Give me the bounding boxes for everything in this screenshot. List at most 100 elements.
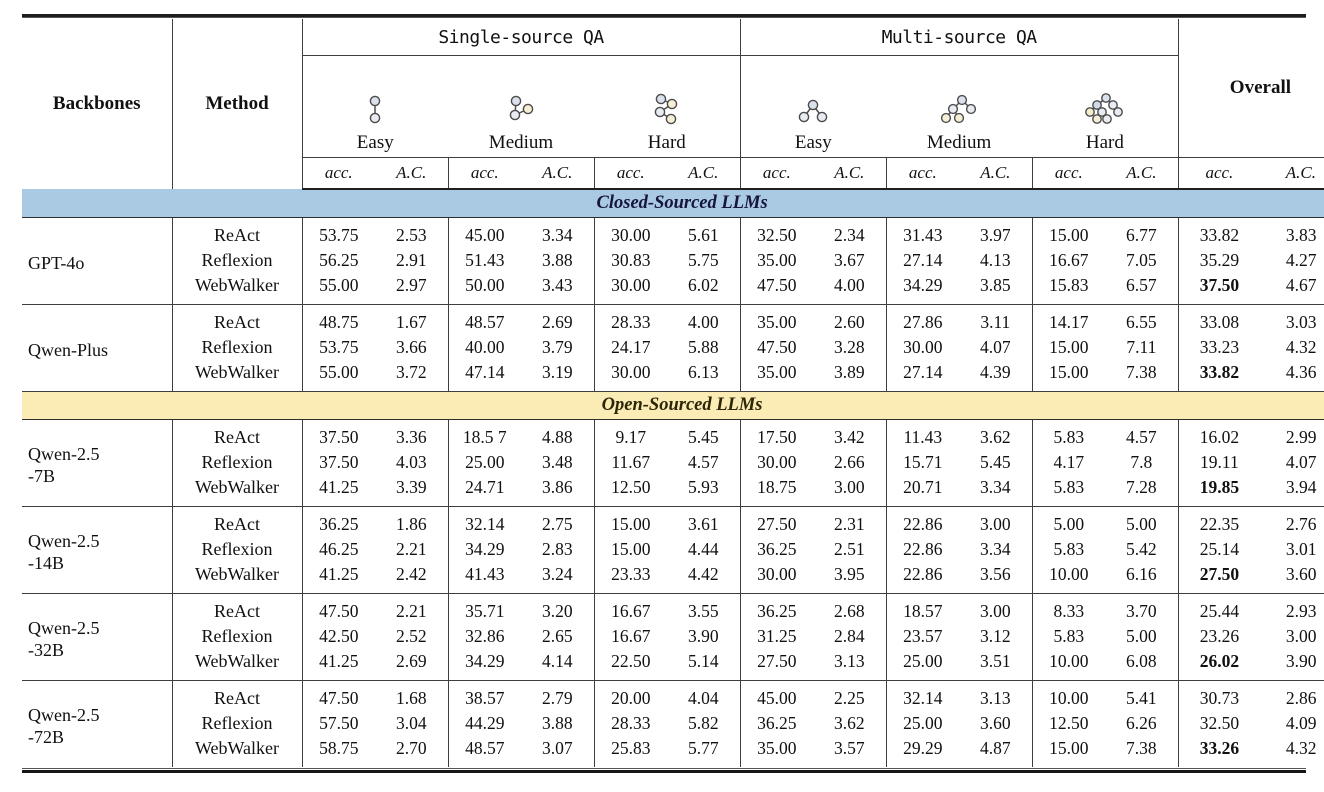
value-cell: 5.75 (687, 250, 719, 270)
multi-hard-column-header: Hard (1032, 55, 1179, 158)
value-cell: 55.00 (301, 360, 375, 392)
multi-hard-tree-8-nodes-icon (1032, 93, 1178, 127)
value-cell: 2.70 (395, 738, 427, 758)
value-cell: 2.69 (375, 649, 448, 681)
value-cell: 5.83 (1031, 419, 1106, 450)
value-cell: 3.51 (959, 649, 1033, 681)
value-cell: 2.65 (541, 626, 573, 646)
value-cell: 3.89 (813, 360, 887, 392)
value-cell: 27.50 (1177, 562, 1261, 594)
value-cell: 3.70 (1126, 601, 1157, 621)
backbone-name: Qwen-2.5 -32B (22, 593, 172, 681)
value-cell: 3.57 (834, 738, 865, 758)
value-cell: 3.48 (541, 452, 573, 472)
value-cell: 44.29 (447, 711, 521, 736)
value-cell: 33.23 (1177, 335, 1261, 360)
value-cell: 41.25 (301, 562, 375, 594)
value-cell: 2.25 (834, 688, 865, 708)
value-cell: 3.34 (959, 475, 1033, 507)
backbone-name: Qwen-2.5 -14B (22, 506, 172, 594)
method-cell: ReAct (171, 680, 302, 711)
value-cell: 12.50 (1031, 711, 1106, 736)
method-cell: ReAct (171, 419, 302, 450)
method-cell: ReAct (171, 217, 302, 248)
value-cell: 3.04 (395, 713, 427, 733)
value-cell: 3.34 (541, 225, 573, 245)
value-cell: 35.00 (739, 304, 814, 335)
value-cell: 1.68 (395, 688, 427, 708)
subheader-acc: acc. (1031, 157, 1106, 190)
col-group-single-source-qa: Single-source QA (301, 19, 741, 56)
value-cell: 4.00 (813, 273, 887, 305)
value-cell: 2.84 (834, 626, 865, 646)
value-cell: 53.75 (301, 335, 375, 360)
value-cell: 3.34 (980, 539, 1011, 559)
value-cell: 26.02 (1177, 649, 1261, 681)
value-cell: 2.83 (541, 539, 573, 559)
value-cell: 22.86 (885, 562, 960, 594)
value-cell: 1.67 (395, 312, 427, 332)
value-cell: 16.67 (1031, 248, 1106, 273)
value-cell: 25.83 (593, 736, 667, 767)
value-cell: 25.00 (447, 450, 521, 475)
value-cell: 25.00 (885, 711, 960, 736)
value-cell: 10.00 (1031, 649, 1106, 681)
value-cell: 36.25 (739, 537, 814, 562)
value-cell: 16.67 (593, 624, 667, 649)
method-cell: ReAct (171, 593, 302, 624)
value-cell: 25.00 (885, 649, 960, 681)
value-cell: 4.88 (541, 427, 573, 447)
value-cell: 7.38 (1126, 738, 1157, 758)
value-cell: 2.31 (834, 514, 865, 534)
value-cell: 7.38 (1105, 360, 1179, 392)
value-cell: 3.20 (541, 601, 573, 621)
value-cell: 16.67 (593, 593, 667, 624)
value-cell: 30.00 (593, 360, 667, 392)
value-cell: 41.25 (301, 475, 375, 507)
value-cell: 27.14 (885, 248, 960, 273)
value-cell: 4.39 (959, 360, 1033, 392)
value-cell: 6.16 (1105, 562, 1179, 594)
value-cell: 2.79 (541, 688, 573, 708)
value-cell: 2.75 (541, 514, 573, 534)
difficulty-label: Medium (926, 132, 992, 153)
value-cell: 45.00 (447, 217, 521, 248)
value-cell: 2.99 (1285, 427, 1317, 447)
value-cell: 2.21 (395, 601, 427, 621)
value-cell: 3.62 (980, 427, 1011, 447)
value-cell: 3.00 (1285, 626, 1317, 646)
value-cell: 5.93 (667, 475, 741, 507)
difficulty-label: Hard (1085, 132, 1124, 153)
value-cell: 2.69 (541, 312, 573, 332)
value-cell: 10.00 (1031, 680, 1106, 711)
value-cell: 30.83 (593, 248, 667, 273)
value-cell: 6.02 (667, 273, 741, 305)
method-cell: ReAct (171, 304, 302, 335)
value-cell: 4.07 (1285, 452, 1317, 472)
value-cell: 6.57 (1105, 273, 1179, 305)
value-cell: 38.57 (447, 680, 521, 711)
value-cell: 7.05 (1126, 250, 1157, 270)
value-cell: 11.67 (593, 450, 667, 475)
value-cell: 35.00 (739, 248, 814, 273)
value-cell: 3.28 (834, 337, 865, 357)
subheader-ac: A.C. (521, 157, 594, 190)
value-cell: 41.43 (447, 562, 521, 594)
value-cell: 2.97 (375, 273, 448, 305)
value-cell: 22.50 (593, 649, 667, 681)
value-cell: 5.61 (687, 225, 719, 245)
value-cell: 3.90 (687, 626, 719, 646)
value-cell: 3.11 (980, 312, 1011, 332)
value-cell: 4.44 (687, 539, 719, 559)
value-cell: 3.83 (1285, 225, 1317, 245)
value-cell: 3.88 (541, 713, 573, 733)
value-cell: 24.17 (593, 335, 667, 360)
value-cell: 33.26 (1177, 736, 1261, 767)
value-cell: 15.00 (593, 537, 667, 562)
value-cell: 5.00 (1126, 514, 1157, 534)
section-banner-closed: Closed-Sourced LLMs (22, 189, 1324, 218)
value-cell: 33.82 (1177, 217, 1261, 248)
method-cell: WebWalker (171, 360, 302, 392)
value-cell: 45.00 (739, 680, 814, 711)
value-cell: 27.86 (885, 304, 960, 335)
